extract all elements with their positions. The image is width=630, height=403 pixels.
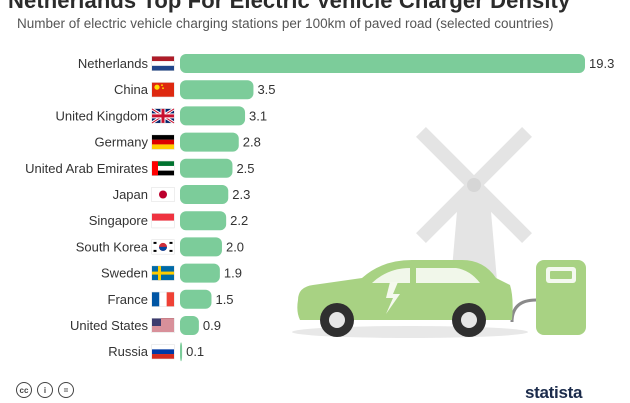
flag-icon-4 (151, 160, 175, 176)
bar[interactable] (180, 263, 220, 283)
electric-car-illustration (297, 260, 513, 337)
ev-illustration (292, 127, 586, 338)
category-label: Germany (95, 135, 149, 150)
bar[interactable] (180, 158, 233, 178)
flag-icon-7 (151, 239, 175, 255)
creative-commons-icon[interactable]: cc (16, 382, 32, 398)
flag-icon-2 (151, 107, 175, 125)
data-label: 2.2 (230, 213, 248, 228)
bar[interactable] (180, 342, 183, 362)
flag-icon-9 (151, 291, 175, 307)
flag-icon-1 (151, 82, 175, 98)
category-label: Netherlands (78, 56, 149, 71)
data-label: 3.5 (257, 82, 275, 97)
bar[interactable] (180, 289, 212, 309)
flag-icon-10 (151, 318, 175, 333)
data-label: 2.3 (232, 187, 250, 202)
flag-icon-0 (151, 56, 175, 71)
bar-group: Netherlands 19.3 China 3.5 United Kingdom 3.1… (25, 54, 614, 362)
bar[interactable] (180, 211, 227, 231)
category-label: United States (70, 318, 149, 333)
data-label: 0.1 (186, 344, 204, 359)
brand-logo: statista (525, 383, 583, 402)
category-label: Russia (108, 344, 149, 359)
category-label: United Kingdom (56, 108, 149, 123)
license-icons: cc i = (16, 382, 74, 398)
bar[interactable] (180, 237, 222, 257)
attribution-icon[interactable]: i (37, 382, 53, 398)
flag-icon-3 (151, 134, 175, 150)
data-label: 2.5 (236, 161, 254, 176)
data-label: 2.0 (226, 239, 244, 254)
category-label: France (108, 292, 148, 307)
chart-subtitle: Number of electric vehicle charging stat… (17, 16, 554, 31)
data-label: 0.9 (203, 318, 221, 333)
category-label: South Korea (76, 239, 149, 254)
bar[interactable] (180, 185, 229, 204)
category-label: Singapore (89, 213, 148, 228)
bar[interactable] (180, 54, 585, 73)
category-label: Sweden (101, 266, 148, 281)
category-label: Japan (113, 187, 148, 202)
flag-icon-11 (151, 344, 175, 360)
chart-title: Netherlands Top For Electric Vehicle Cha… (8, 0, 571, 13)
flag-icon-6 (151, 213, 175, 229)
flag-icon-8 (151, 265, 175, 281)
no-derivatives-icon[interactable]: = (58, 382, 74, 398)
data-label: 2.8 (243, 135, 261, 150)
bar[interactable] (180, 106, 246, 126)
data-label: 1.5 (215, 292, 233, 307)
bar[interactable] (180, 316, 199, 335)
data-label: 19.3 (589, 56, 614, 71)
category-label: China (114, 82, 149, 97)
flag-icon-5 (151, 187, 175, 202)
bar[interactable] (180, 80, 254, 100)
data-label: 1.9 (224, 266, 242, 281)
category-label: United Arab Emirates (25, 161, 148, 176)
charging-station-illustration (510, 260, 586, 335)
bar[interactable] (180, 132, 239, 152)
data-label: 3.1 (249, 108, 267, 123)
